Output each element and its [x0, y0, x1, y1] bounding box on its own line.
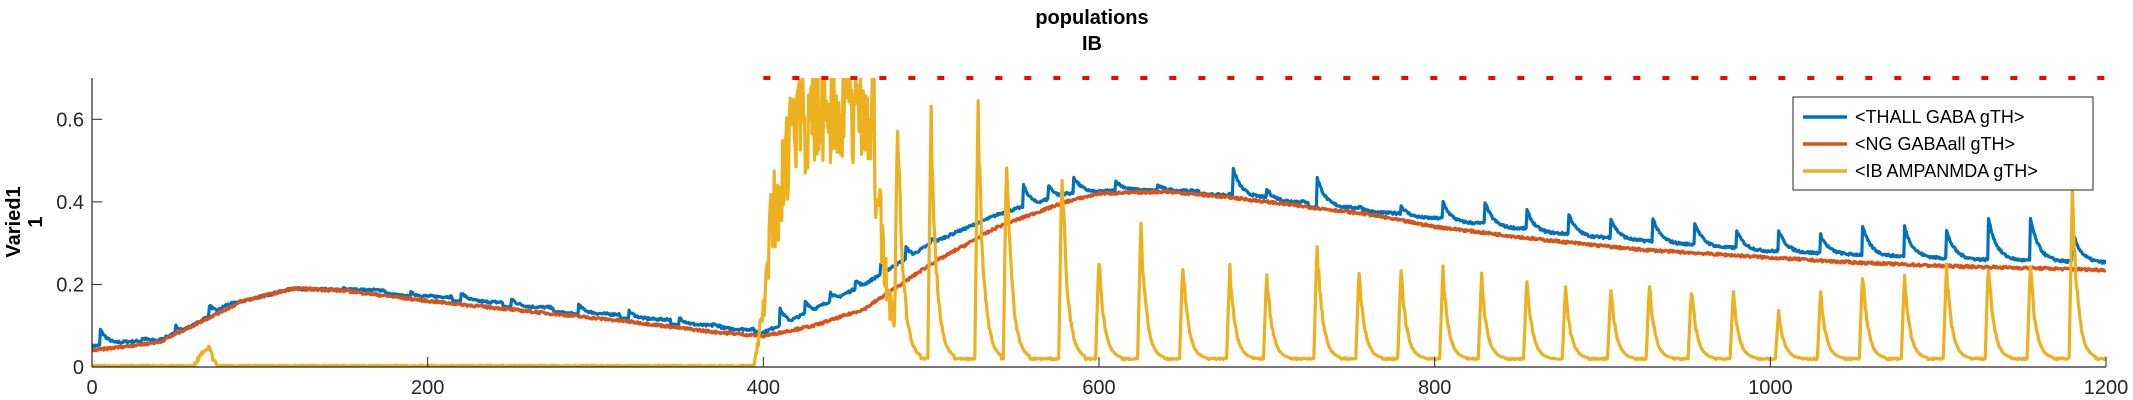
x-tick-label: 600 — [1082, 377, 1115, 399]
series-line-ng-gabaall — [92, 189, 2106, 353]
x-tick-label: 800 — [1418, 377, 1451, 399]
x-tick-label: 200 — [411, 377, 444, 399]
y-tick-label: 0.2 — [56, 274, 84, 296]
x-tick-label: 400 — [747, 377, 780, 399]
y-tick-label: 0 — [73, 357, 84, 379]
y-axis-label: Varied1 1 — [3, 186, 47, 257]
y-tick-label: 0.6 — [56, 109, 84, 131]
x-tick-label: 1200 — [2084, 377, 2129, 399]
chart-title-line1: populations — [1035, 7, 1148, 29]
chart-title-line2: IB — [1082, 33, 1102, 55]
x-axis-ticks: 0 200 400 600 800 1000 1200 — [86, 357, 2128, 399]
legend: <THALL GABA gTH> <NG GABAall gTH> <IB AMPA… — [1792, 96, 2094, 191]
legend-label: <NG GABAall gTH> — [1855, 134, 2015, 154]
y-axis-ticks: 0 0.2 0.4 0.6 — [56, 109, 102, 379]
legend-label: <THALL GABA gTH> — [1855, 107, 2024, 127]
y-axis-label-line2: 1 — [25, 216, 47, 227]
legend-label: <IB AMPANMDA gTH> — [1855, 161, 2038, 181]
y-axis-label-line1: Varied1 — [3, 186, 25, 257]
y-tick-label: 0.4 — [56, 192, 84, 214]
legend-entries: <THALL GABA gTH> <NG GABAall gTH> <IB AMPA… — [1803, 107, 2038, 181]
x-tick-label: 1000 — [1748, 377, 1793, 399]
x-tick-label: 0 — [86, 377, 97, 399]
